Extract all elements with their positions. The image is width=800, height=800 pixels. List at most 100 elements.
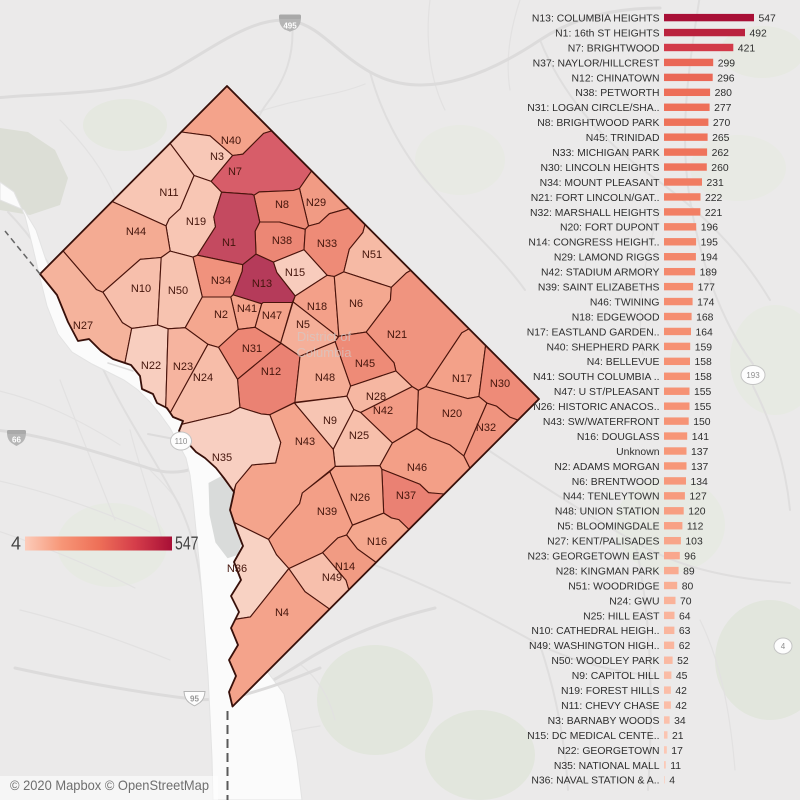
svg-text:N37: N37	[396, 490, 416, 502]
svg-text:110: 110	[175, 437, 188, 446]
svg-text:127: 127	[689, 492, 707, 503]
svg-text:177: 177	[698, 283, 716, 294]
svg-text:70: 70	[680, 596, 692, 607]
svg-text:137: 137	[691, 447, 709, 458]
svg-text:155: 155	[694, 387, 712, 398]
svg-text:N39: N39	[317, 506, 337, 518]
svg-text:4: 4	[11, 534, 21, 554]
svg-text:N34: N34	[211, 275, 231, 287]
svg-text:174: 174	[697, 298, 715, 309]
svg-text:221: 221	[705, 208, 723, 219]
svg-text:N45: TRINIDAD: N45: TRINIDAD	[586, 133, 660, 144]
svg-text:21: 21	[672, 731, 684, 742]
svg-text:141: 141	[692, 432, 710, 443]
svg-text:N3: N3	[210, 151, 224, 163]
svg-text:222: 222	[705, 193, 723, 204]
svg-text:N20: FORT DUPONT: N20: FORT DUPONT	[560, 223, 660, 234]
svg-text:N2: ADAMS MORGAN: N2: ADAMS MORGAN	[554, 462, 659, 473]
svg-text:N1: N1	[222, 237, 236, 249]
svg-text:N30: LINCOLN HEIGHTS: N30: LINCOLN HEIGHTS	[541, 163, 660, 174]
svg-text:547: 547	[175, 534, 199, 554]
svg-text:N12: CHINATOWN: N12: CHINATOWN	[572, 73, 660, 84]
svg-text:231: 231	[707, 178, 725, 189]
svg-text:42: 42	[675, 701, 687, 712]
svg-text:N31: LOGAN CIRCLE/SHA..: N31: LOGAN CIRCLE/SHA..	[527, 103, 659, 114]
svg-text:195: 195	[701, 238, 719, 249]
svg-text:193: 193	[746, 371, 760, 380]
svg-text:N21: FORT LINCOLN/GAT..: N21: FORT LINCOLN/GAT..	[531, 193, 660, 204]
svg-text:62: 62	[679, 641, 691, 652]
svg-text:134: 134	[691, 477, 709, 488]
svg-text:N32: N32	[476, 422, 496, 434]
svg-text:N23: GEORGETOWN EAST: N23: GEORGETOWN EAST	[527, 552, 660, 563]
svg-text:N13: N13	[252, 278, 272, 290]
svg-text:N40: SHEPHERD PARK: N40: SHEPHERD PARK	[547, 342, 660, 353]
svg-text:N35: N35	[212, 452, 232, 464]
svg-text:N43: N43	[295, 436, 315, 448]
svg-text:189: 189	[700, 268, 718, 279]
svg-text:80: 80	[682, 581, 694, 592]
svg-text:N24: N24	[193, 372, 213, 384]
svg-text:96: 96	[684, 552, 696, 563]
svg-text:194: 194	[700, 253, 718, 264]
svg-text:N14: CONGRESS HEIGHT..: N14: CONGRESS HEIGHT..	[528, 238, 659, 249]
svg-text:N32: MARSHALL HEIGHTS: N32: MARSHALL HEIGHTS	[530, 208, 660, 219]
svg-text:N39: SAINT ELIZABETHS: N39: SAINT ELIZABETHS	[538, 283, 660, 294]
svg-text:N18: N18	[307, 301, 327, 313]
svg-text:158: 158	[695, 372, 713, 383]
svg-text:N22: GEORGETOWN: N22: GEORGETOWN	[558, 746, 660, 757]
svg-text:N44: TENLEYTOWN: N44: TENLEYTOWN	[563, 492, 660, 503]
svg-text:N49: WASHINGTON HIGH..: N49: WASHINGTON HIGH..	[529, 641, 659, 652]
svg-text:N7: BRIGHTWOOD: N7: BRIGHTWOOD	[568, 43, 660, 54]
svg-text:42: 42	[675, 686, 687, 697]
svg-text:N42: N42	[373, 405, 393, 417]
svg-text:N41: SOUTH COLUMBIA ..: N41: SOUTH COLUMBIA ..	[533, 372, 659, 383]
svg-text:137: 137	[691, 462, 709, 473]
svg-text:63: 63	[679, 626, 691, 637]
svg-text:N46: TWINING: N46: TWINING	[590, 298, 660, 309]
svg-text:N23: N23	[173, 361, 193, 373]
svg-text:N11: CHEVY CHASE: N11: CHEVY CHASE	[561, 701, 659, 712]
svg-text:34: 34	[674, 716, 686, 727]
svg-text:N27: N27	[73, 320, 93, 332]
svg-text:52: 52	[677, 656, 689, 667]
svg-text:N27: KENT/PALISADES: N27: KENT/PALISADES	[547, 537, 659, 548]
svg-text:N45: N45	[355, 358, 375, 370]
svg-text:150: 150	[693, 417, 711, 428]
svg-text:89: 89	[683, 567, 695, 578]
svg-text:164: 164	[696, 327, 714, 338]
svg-text:112: 112	[687, 522, 704, 533]
svg-text:N26: N26	[350, 492, 370, 504]
svg-text:N4: BELLEVUE: N4: BELLEVUE	[587, 357, 660, 368]
svg-text:N37: NAYLOR/HILLCREST: N37: NAYLOR/HILLCREST	[533, 58, 660, 69]
svg-text:260: 260	[711, 163, 729, 174]
svg-text:N42: STADIUM ARMORY: N42: STADIUM ARMORY	[541, 268, 660, 279]
svg-text:11: 11	[670, 761, 681, 772]
svg-text:17: 17	[671, 746, 683, 757]
svg-text:N34: MOUNT PLEASANT: N34: MOUNT PLEASANT	[540, 178, 661, 189]
svg-text:N48: N48	[315, 372, 335, 384]
svg-text:155: 155	[694, 402, 712, 413]
svg-text:N16: N16	[367, 536, 387, 548]
svg-text:N44: N44	[126, 226, 146, 238]
svg-text:N50: WOODLEY PARK: N50: WOODLEY PARK	[551, 656, 659, 667]
svg-text:N38: N38	[272, 235, 292, 247]
svg-text:N16: DOUGLASS: N16: DOUGLASS	[577, 432, 660, 443]
svg-text:N17: N17	[452, 373, 472, 385]
svg-text:© 2020 Mapbox © OpenStreetMap: © 2020 Mapbox © OpenStreetMap	[10, 777, 209, 793]
svg-text:N29: N29	[306, 197, 326, 209]
svg-text:64: 64	[679, 611, 691, 622]
svg-text:296: 296	[717, 73, 735, 84]
svg-text:158: 158	[695, 357, 713, 368]
svg-text:120: 120	[688, 507, 706, 518]
svg-text:495: 495	[283, 22, 297, 31]
svg-text:N41: N41	[237, 303, 257, 315]
svg-text:Columbia: Columbia	[297, 345, 353, 360]
svg-text:N7: N7	[228, 166, 242, 178]
svg-text:N25: N25	[349, 430, 369, 442]
svg-text:N10: CATHEDRAL HEIGH..: N10: CATHEDRAL HEIGH..	[531, 626, 659, 637]
svg-text:103: 103	[685, 537, 703, 548]
svg-text:N14: N14	[335, 561, 355, 573]
svg-text:N36: NAVAL STATION & A..: N36: NAVAL STATION & A..	[531, 776, 659, 787]
svg-text:N20: N20	[442, 408, 462, 420]
